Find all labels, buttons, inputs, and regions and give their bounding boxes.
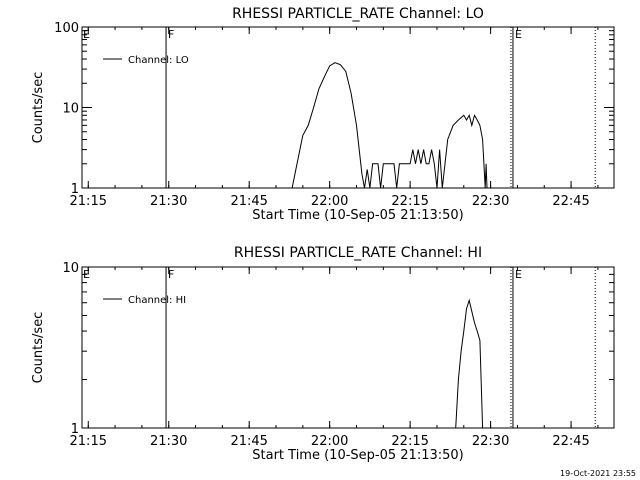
panel1-x-tick-label: 22:00 bbox=[311, 194, 348, 209]
panel1-x-axis-label: Start Time (10-Sep-05 21:13:50) bbox=[252, 208, 463, 223]
panel1-y-axis-label: Counts/sec bbox=[31, 72, 46, 144]
panel1-flag-label: F bbox=[168, 28, 174, 41]
panel2-flag-label: F bbox=[168, 268, 174, 281]
panel2-x-tick-label: 21:15 bbox=[70, 434, 107, 449]
panel1-flag-label: E bbox=[83, 28, 90, 41]
panel1-y-tick-label: 1 bbox=[71, 182, 79, 197]
panel1-y-tick-label: 100 bbox=[54, 21, 79, 36]
panel2-plot-frame bbox=[81, 266, 615, 429]
panel2-legend-label: Channel: HI bbox=[128, 295, 186, 306]
panel1-flag-label: E bbox=[515, 28, 522, 41]
panel1-x-tick-label: 22:30 bbox=[472, 194, 509, 209]
panel1-x-tick-label: 22:45 bbox=[552, 194, 589, 209]
panel1-y-tick-label: 10 bbox=[62, 102, 79, 117]
panel1-x-tick-label: 21:30 bbox=[150, 194, 187, 209]
panel2-x-axis-label: Start Time (10-Sep-05 21:13:50) bbox=[252, 448, 463, 463]
panel2-x-tick-label: 21:45 bbox=[230, 434, 267, 449]
panel2-y-axis-label: Counts/sec bbox=[31, 312, 46, 384]
panel2-flag-label: E bbox=[83, 268, 90, 281]
panel2-x-tick-label: 22:00 bbox=[311, 434, 348, 449]
panel2-flag-label: E bbox=[515, 268, 522, 281]
panel1-chart-title: RHESSI PARTICLE_RATE Channel: LO bbox=[232, 6, 484, 22]
panel1-x-tick-label: 21:15 bbox=[70, 194, 107, 209]
panel2-chart-title: RHESSI PARTICLE_RATE Channel: HI bbox=[234, 245, 482, 261]
panel1-x-tick-label: 22:15 bbox=[391, 194, 428, 209]
panel2-x-tick-label: 22:30 bbox=[472, 434, 509, 449]
panel1-legend-label: Channel: LO bbox=[128, 55, 189, 66]
panel2-x-tick-label: 21:30 bbox=[150, 434, 187, 449]
footer-timestamp: 19-Oct-2021 23:55 bbox=[560, 469, 636, 478]
panel1-plot-frame bbox=[81, 26, 615, 189]
panel2-x-tick-label: 22:45 bbox=[552, 434, 589, 449]
panel2-series-line bbox=[455, 298, 484, 429]
panel2-x-tick-label: 22:15 bbox=[391, 434, 428, 449]
panel1-x-tick-label: 21:45 bbox=[230, 194, 267, 209]
panel2-y-tick-label: 1 bbox=[71, 422, 79, 437]
panel1-series-line bbox=[291, 62, 488, 189]
panel2-y-tick-label: 10 bbox=[62, 261, 79, 276]
